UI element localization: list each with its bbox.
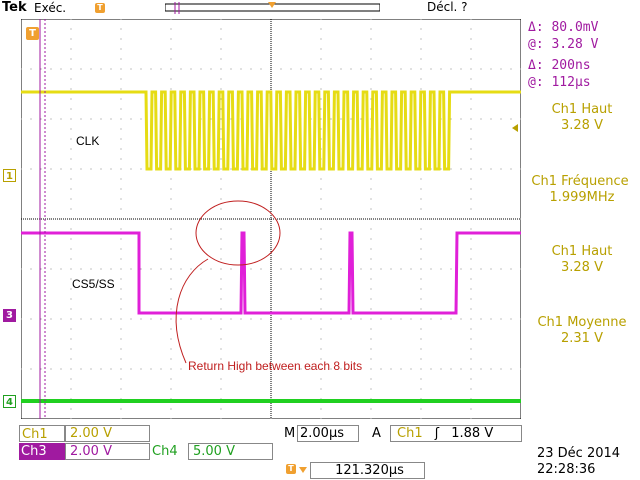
trigger-mode: A <box>372 426 381 441</box>
trigger-source-box[interactable]: Ch1 ʃ 1.88 V <box>390 425 522 442</box>
measurement-label: Ch1 Moyenne <box>537 315 627 330</box>
ch3-scale[interactable]: 2.00 V <box>65 443 150 460</box>
timebase-label: M <box>284 426 296 441</box>
measurement-label: Ch1 Haut <box>551 102 613 117</box>
arrow-down-icon <box>299 467 307 473</box>
return-high-annotation: Return High between each 8 bits <box>188 359 363 373</box>
cursor-at-time: @: 112µs <box>528 75 591 90</box>
time: 22:28:36 <box>537 462 596 477</box>
trigger-status: Décl. ? <box>427 0 468 14</box>
trigger-level-icon <box>512 124 518 132</box>
horizontal-position-icon: T <box>286 464 296 474</box>
ch1-scale[interactable]: 2.00 V <box>65 425 150 442</box>
date: 23 Déc 2014 <box>537 446 621 461</box>
ch3-ground-marker[interactable]: 3 <box>3 309 16 322</box>
cursor-at-voltage: @: 3.28 V <box>528 37 599 52</box>
ch1-label[interactable]: Ch1 <box>19 425 65 442</box>
trigger-position-icon: T <box>95 3 105 13</box>
cursor-delta-time: Δ: 200ns <box>528 58 591 73</box>
measurement-value: 2.31 V <box>561 331 603 346</box>
trigger-marker-icon[interactable]: T <box>26 27 39 40</box>
brand-logo: Tek <box>2 0 27 15</box>
rising-edge-icon: ʃ <box>434 426 440 441</box>
timebase-scale[interactable]: 2.00µs <box>297 425 359 442</box>
trigger-level: 1.88 V <box>451 426 494 441</box>
annotation-circle <box>175 200 281 364</box>
ch4-ground-marker[interactable]: 4 <box>3 395 16 408</box>
measurement-value: 3.28 V <box>561 118 603 133</box>
record-position-bar[interactable] <box>165 2 380 14</box>
graticule <box>21 19 521 419</box>
horizontal-position[interactable]: 121.320µs <box>310 462 425 479</box>
cursor-delta-voltage: Δ: 80.0mV <box>528 20 599 35</box>
ch4-scale[interactable]: 5.00 V <box>188 443 273 460</box>
measurement-value: 1.999MHz <box>549 190 615 205</box>
measurement-label: Ch1 Haut <box>551 244 613 259</box>
trigger-source: Ch1 <box>397 426 423 441</box>
cs-annotation: CS5/SS <box>72 277 115 291</box>
ch3-label[interactable]: Ch3 <box>19 443 65 460</box>
ch4-label[interactable]: Ch4 <box>152 444 178 459</box>
acquisition-state: Exéc. <box>34 1 67 15</box>
ch1-ground-marker[interactable]: 1 <box>3 169 16 182</box>
clk-annotation: CLK <box>76 134 100 148</box>
measurement-label: Ch1 Fréquence <box>531 174 629 189</box>
measurement-value: 3.28 V <box>561 260 603 275</box>
waveform-display[interactable] <box>21 19 521 419</box>
